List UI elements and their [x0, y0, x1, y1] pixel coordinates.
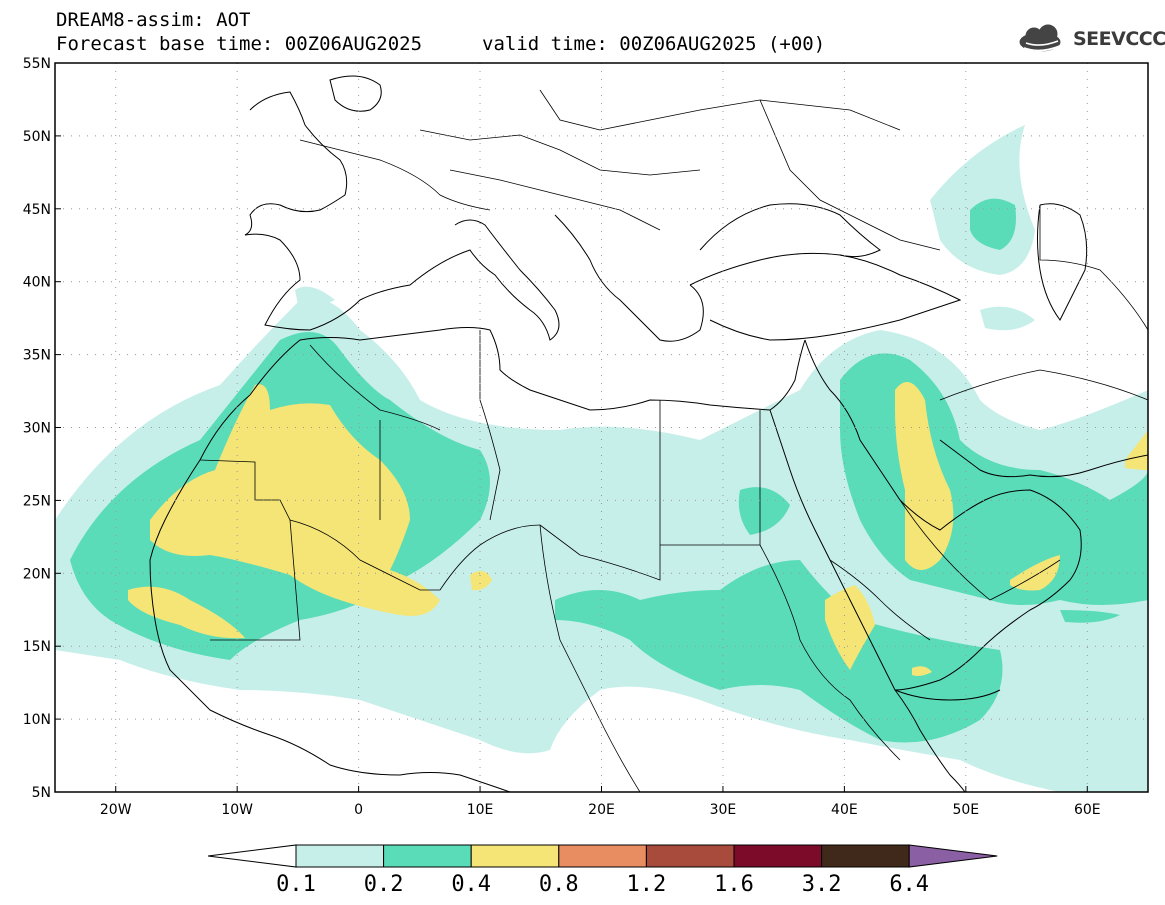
lat-label: 5N	[32, 785, 51, 801]
colorbar-label: 0.2	[364, 872, 404, 897]
lon-label: 40E	[831, 802, 858, 818]
colorbar-label: 1.2	[627, 872, 667, 897]
colorbar-label: 3.2	[802, 872, 842, 897]
seevccc-logo	[1019, 24, 1061, 52]
colorbar-box	[645, 844, 735, 868]
colorbar-low-arrow	[207, 844, 297, 868]
colorbar-box	[383, 844, 472, 868]
lon-label: 60E	[1074, 802, 1101, 818]
lat-label: 45N	[23, 202, 51, 218]
lat-label: 40N	[23, 275, 51, 291]
lon-label: 20W	[100, 802, 132, 818]
valid-time: valid time: 00Z06AUG2025 (+00)	[482, 33, 826, 55]
lon-label: 10E	[467, 802, 494, 818]
colorbar-high-arrow	[908, 844, 998, 868]
lat-label: 25N	[23, 493, 51, 509]
lat-label: 35N	[23, 348, 51, 364]
colorbar-box	[821, 844, 910, 868]
lat-label: 20N	[23, 566, 51, 582]
colorbar-box	[558, 844, 647, 868]
forecast-base-time: Forecast base time: 00Z06AUG2025	[56, 33, 423, 55]
colorbar-label: 6.4	[889, 872, 929, 897]
lon-label: 50E	[952, 802, 979, 818]
colorbar-box	[733, 844, 823, 868]
lon-label: 20E	[588, 802, 615, 818]
lat-label: 55N	[23, 56, 51, 72]
colorbar-label: 0.8	[539, 872, 579, 897]
coastlines	[149, 75, 1148, 792]
latitude-labels: 55N 50N 45N 40N 35N 30N 25N 20N 15N 10N 5N	[23, 56, 61, 801]
colorbar-box	[470, 844, 560, 868]
lon-label: 0	[354, 802, 363, 818]
lat-label: 15N	[23, 639, 51, 655]
cloud-icon	[1019, 24, 1061, 52]
lon-label: 30E	[710, 802, 737, 818]
country-borders	[199, 89, 1148, 792]
logo-text: SEEVCCC	[1073, 28, 1165, 50]
colorbar-label: 1.6	[714, 872, 754, 897]
longitude-labels: 20W 10W 0 10E 20E 30E 40E 50E 60E	[100, 786, 1101, 818]
lon-label: 10W	[221, 802, 253, 818]
lat-label: 30N	[23, 421, 51, 437]
lat-label: 50N	[23, 129, 51, 145]
colorbar-label: 0.4	[451, 872, 491, 897]
colorbar-box	[295, 844, 385, 868]
lat-label: 10N	[23, 712, 51, 728]
colorbar-label: 0.1	[276, 872, 316, 897]
map-title: DREAM8-assim: AOT	[56, 9, 251, 31]
